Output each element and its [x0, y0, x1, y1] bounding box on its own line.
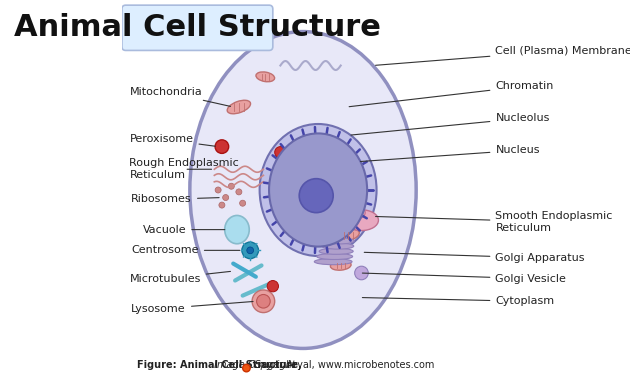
Text: Smooth Endoplasmic
Reticulum: Smooth Endoplasmic Reticulum: [375, 211, 613, 233]
Text: Microtubules: Microtubules: [130, 271, 231, 283]
Ellipse shape: [260, 124, 377, 256]
Circle shape: [335, 154, 347, 165]
Ellipse shape: [227, 100, 251, 114]
Circle shape: [239, 200, 246, 206]
Circle shape: [215, 187, 221, 193]
Ellipse shape: [256, 72, 275, 82]
Ellipse shape: [319, 248, 353, 254]
Circle shape: [236, 189, 242, 195]
Circle shape: [215, 140, 229, 154]
Ellipse shape: [322, 243, 353, 249]
Text: Cell (Plasma) Membrane: Cell (Plasma) Membrane: [375, 46, 630, 65]
Ellipse shape: [339, 205, 365, 220]
Text: Mitochondria: Mitochondria: [130, 87, 231, 106]
Circle shape: [243, 364, 250, 372]
Text: Sagar Aryal, www.microbenotes.com: Sagar Aryal, www.microbenotes.com: [252, 360, 435, 370]
Circle shape: [256, 294, 270, 308]
Circle shape: [219, 202, 225, 208]
Ellipse shape: [269, 133, 367, 247]
Circle shape: [242, 242, 258, 259]
Text: Chromatin: Chromatin: [349, 81, 554, 107]
Text: Golgi Vesicle: Golgi Vesicle: [362, 273, 566, 283]
Text: Image Copyright: Image Copyright: [210, 360, 299, 370]
Circle shape: [247, 247, 254, 254]
Text: Nucleolus: Nucleolus: [351, 113, 550, 135]
Ellipse shape: [317, 253, 353, 260]
Ellipse shape: [314, 259, 352, 265]
Ellipse shape: [345, 210, 379, 231]
Text: Figure: Animal Cell Structure,: Figure: Animal Cell Structure,: [137, 360, 302, 370]
Text: Centrosome: Centrosome: [132, 245, 240, 255]
Ellipse shape: [324, 238, 354, 244]
Text: Animal Cell Structure: Animal Cell Structure: [14, 13, 381, 41]
Text: Nucleus: Nucleus: [360, 146, 540, 162]
Text: Ribosomes: Ribosomes: [132, 195, 219, 204]
Text: Lysosome: Lysosome: [132, 301, 253, 314]
Ellipse shape: [190, 32, 416, 348]
Text: Rough Endoplasmic
Reticulum: Rough Endoplasmic Reticulum: [130, 158, 239, 180]
Circle shape: [299, 179, 333, 213]
Circle shape: [252, 290, 275, 313]
Ellipse shape: [337, 230, 359, 241]
Ellipse shape: [330, 261, 351, 270]
Circle shape: [267, 280, 278, 292]
Ellipse shape: [225, 215, 249, 244]
Text: Vacuole: Vacuole: [142, 225, 225, 234]
Circle shape: [222, 195, 229, 201]
Text: Cytoplasm: Cytoplasm: [362, 296, 554, 306]
Circle shape: [355, 266, 369, 280]
Text: Peroxisome: Peroxisome: [130, 134, 215, 146]
FancyBboxPatch shape: [122, 5, 273, 51]
Circle shape: [275, 147, 286, 158]
Circle shape: [228, 183, 234, 189]
Text: Golgi Apparatus: Golgi Apparatus: [364, 252, 585, 263]
